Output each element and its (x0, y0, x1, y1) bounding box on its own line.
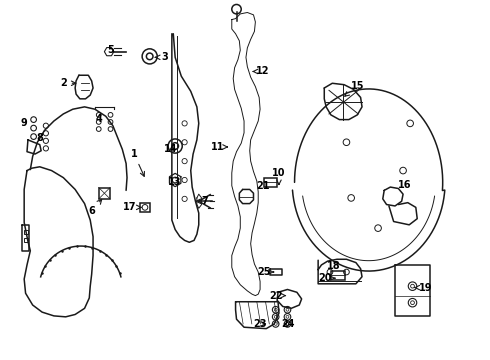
Text: 17: 17 (122, 202, 142, 212)
Text: 10: 10 (272, 168, 286, 184)
Text: 22: 22 (269, 291, 286, 301)
Text: 11: 11 (211, 142, 227, 152)
Text: 6: 6 (88, 199, 102, 216)
Text: 13: 13 (169, 177, 182, 187)
Text: 12: 12 (253, 67, 270, 76)
Text: 21: 21 (256, 181, 270, 191)
Text: 5: 5 (107, 45, 114, 55)
Text: 19: 19 (415, 283, 432, 293)
Text: 3: 3 (155, 52, 168, 62)
Text: 20: 20 (318, 273, 335, 283)
Text: 8: 8 (36, 132, 43, 143)
Text: 4: 4 (96, 114, 102, 123)
Text: 15: 15 (345, 81, 364, 96)
Text: 7: 7 (196, 196, 208, 206)
Text: 9: 9 (21, 118, 27, 129)
Bar (264, 177, 277, 187)
Text: 23: 23 (253, 319, 267, 329)
Bar (331, 271, 344, 280)
Text: 14: 14 (164, 144, 177, 154)
Text: 16: 16 (398, 180, 411, 190)
Text: 25: 25 (257, 267, 273, 277)
Text: 1: 1 (131, 149, 145, 176)
Bar (140, 203, 149, 212)
Text: 24: 24 (282, 319, 295, 329)
Text: 18: 18 (327, 261, 341, 271)
Bar (98, 188, 110, 199)
Text: 2: 2 (60, 78, 76, 88)
